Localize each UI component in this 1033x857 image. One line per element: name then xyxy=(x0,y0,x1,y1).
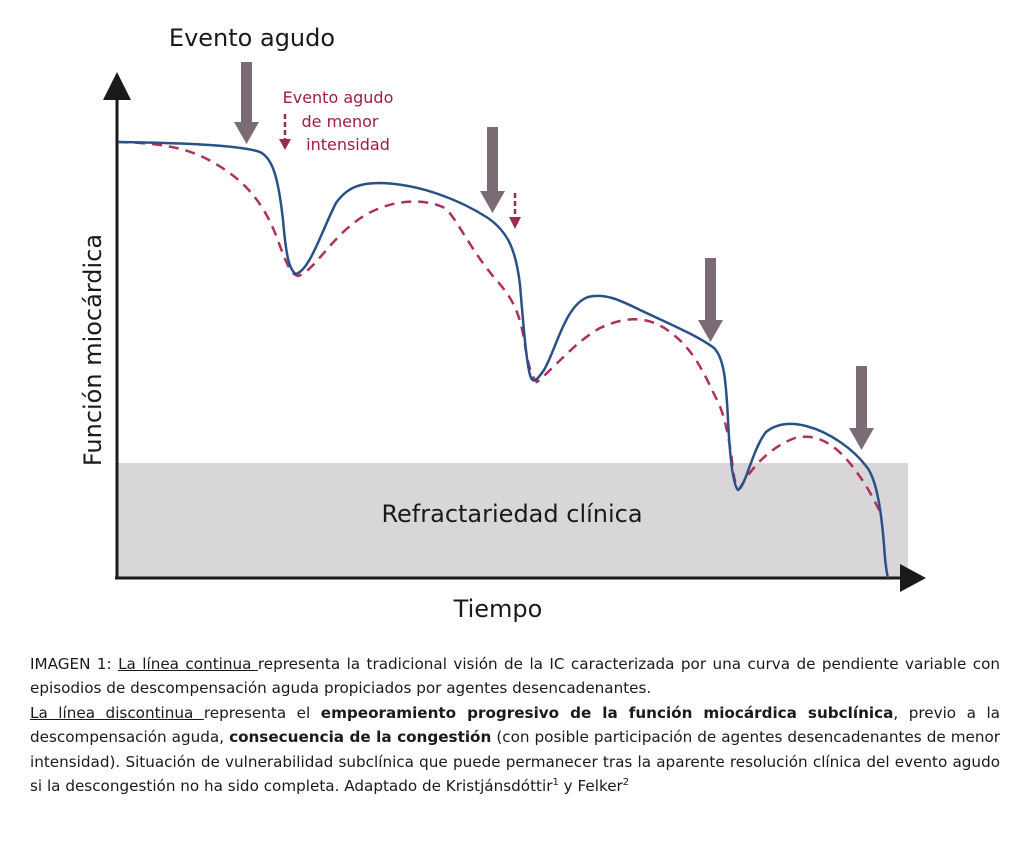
caption-paragraph-2: La línea discontinua representa el empeo… xyxy=(30,701,1000,799)
myocardial-function-diagram: Refractariedad clínica Función miocárdic… xyxy=(79,24,926,623)
x-axis-arrow-icon xyxy=(900,564,926,592)
minor-event-label-line2: de menor xyxy=(301,112,378,131)
caption-paragraph-1: IMAGEN 1: La línea continua representa l… xyxy=(30,652,1000,701)
arrow-down-icon xyxy=(698,258,723,342)
caption-text: representa el xyxy=(203,703,321,722)
caption-prefix: IMAGEN 1: xyxy=(30,655,119,673)
acute-event-label: Evento agudo xyxy=(169,24,335,52)
minor-event-label-line1: Evento agudo xyxy=(283,88,394,107)
solid-line-term: La línea continua xyxy=(118,655,258,673)
arrow-down-icon xyxy=(849,366,874,450)
caption-text: y Felker xyxy=(558,777,623,796)
caption-bold-text: empeoramiento progresivo de la función m… xyxy=(320,703,894,722)
citation-superscript: 2 xyxy=(622,776,630,788)
dashed-line-term: La línea discontinua xyxy=(30,703,204,722)
citation-superscript: 1 xyxy=(552,776,559,788)
arrow-down-icon xyxy=(234,62,259,144)
dashed-arrow-down-icon xyxy=(279,114,291,150)
solid-curve xyxy=(117,140,890,579)
y-axis-label: Función miocárdica xyxy=(79,234,107,466)
figure-caption: IMAGEN 1: La línea continua representa l… xyxy=(30,652,1000,798)
caption-text: representa la tradicional visión de la I… xyxy=(30,655,1000,698)
minor-event-label-line3: intensidad xyxy=(306,135,390,154)
y-axis-arrow-icon xyxy=(103,72,131,100)
caption-text: , previo a la descompensación aguda, xyxy=(30,703,1000,747)
refractory-zone xyxy=(117,463,908,578)
arrow-down-icon xyxy=(480,127,505,213)
refractory-zone-label: Refractariedad clínica xyxy=(381,500,642,528)
x-axis-label: Tiempo xyxy=(453,595,543,623)
caption-text: (con posible participación de agentes de… xyxy=(30,728,1001,796)
dashed-arrow-down-icon xyxy=(509,193,521,229)
caption-bold-text: consecuencia de la congestión xyxy=(229,728,492,747)
